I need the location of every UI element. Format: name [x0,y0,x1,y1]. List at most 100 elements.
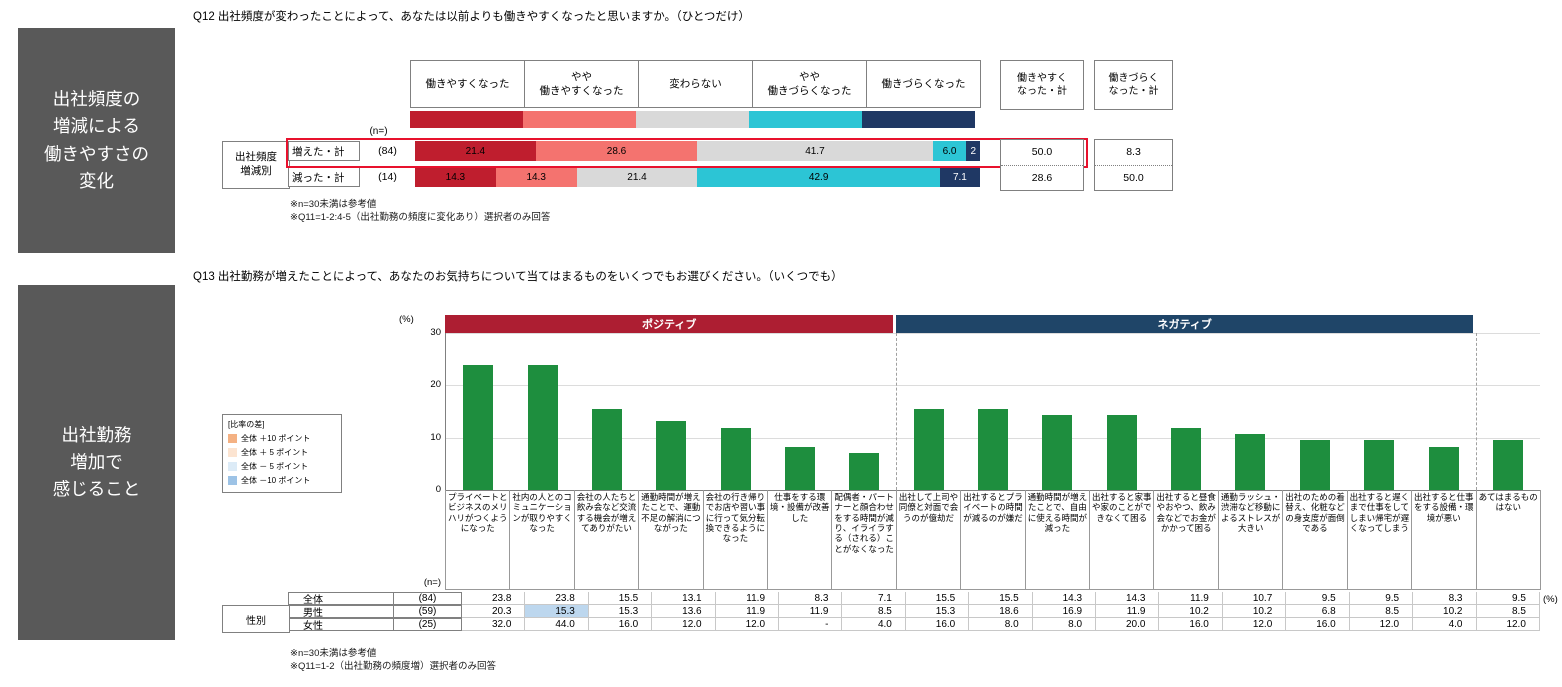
q13-bar-column [1025,333,1089,490]
q12-harder-total-values: 8.3 50.0 [1094,139,1173,191]
q13-n-header: (n=) [423,577,441,588]
q12-bar-segment: 21.4 [415,141,536,161]
q13-table-value: 8.0 [1032,618,1097,631]
legend-swatch [228,434,237,443]
dashed-separator [896,333,898,490]
q13-table-value: 13.6 [652,605,716,618]
q13-table-value: 12.0 [1349,618,1414,631]
q13-table-row-n: (84) [394,592,462,605]
legend-swatch [228,476,237,485]
q12-bar-segment: 42.9 [697,167,940,187]
q13-table-value: 16.9 [1032,605,1097,618]
q12-row-label: 増えた・計 [288,141,360,161]
q13-bar [656,421,687,490]
q13-bar-column [510,333,574,490]
q13-bar [1235,434,1266,490]
q13-table-value: 6.8 [1286,605,1350,618]
q13-table-row-n: (25) [394,618,462,631]
q13-bar-column [768,333,832,490]
q13-table-row-n: (59) [394,605,462,618]
q13-category-label: 配偶者・パートナーと顔合わせをする時間が減り、イライラする（される）ことがなくな… [832,490,897,590]
q13-table-value: 23.8 [525,592,589,605]
y-axis-unit-label: (%) [399,314,414,325]
q13-chart: ポジティブ ネガティブ (%) 30 20 10 0 [399,314,1540,495]
q13-table-value: 12.0 [715,618,780,631]
q13-table-value: 18.6 [969,605,1033,618]
q13-table-value: 7.1 [842,592,906,605]
q13-table-value: 12.0 [1222,618,1287,631]
q12-harder-total-value: 8.3 [1126,146,1141,159]
q13-table-value: 8.5 [842,605,906,618]
q13-category-label: 出社すると家事や家のことができなくて困る [1090,490,1155,590]
q13-bar-column [703,333,767,490]
q13-category-label: 出社すると仕事をする設備・環境が悪い [1412,490,1477,590]
q13-band-filler [1476,315,1540,333]
q13-table-value: 15.5 [969,592,1033,605]
legend-item-label: 全体 ＋ 5 ポイント [241,448,309,457]
q13-table-value: 14.3 [1096,592,1160,605]
q13-bar-column [1090,333,1154,490]
q13-table-row: 男性 (59) 20.3 15.3 15.3 13.6 11.9 11.9 8.5 15.3 18.… [222,605,1540,619]
q12-column-header: 働きやすくなった [410,60,525,108]
q13-category-row: プライベートとビジネスのメリハリがつくようになった 社内の人とのコミュニケーション… [445,490,1541,590]
q13-category-label: 通勤時間が増えたことで、運動不足の解消につながった [639,490,704,590]
dashed-separator [1475,333,1477,490]
q13-table-value: 4.0 [842,618,906,631]
y-axis-tick-label: 10 [430,431,441,443]
q13-table-value: 15.5 [905,592,970,605]
q13-table-value: 8.3 [779,592,843,605]
legend-item: 全体 ＋ 5 ポイント [228,447,336,458]
q12-harder-total-value: 50.0 [1095,164,1172,191]
legend-item: 全体 － 5 ポイント [228,461,336,472]
legend-items: 全体 ＋10 ポイント全体 ＋ 5 ポイント全体 － 5 ポイント全体 －10 … [228,433,336,486]
q13-table-value: 4.0 [1413,618,1477,631]
q12-question-title: Q12 出社頻度が変わったことによって、あなたは以前よりも働きやすくなったと思い… [193,11,750,23]
q13-table-value: 10.2 [1222,605,1287,618]
q13-table-value: 13.1 [652,592,716,605]
q13-bar-column [1411,333,1475,490]
q13-table-value: 8.5 [1349,605,1414,618]
q13-table-value: 12.0 [1476,618,1540,631]
legend-item-label: 全体 －10 ポイント [241,476,311,485]
q13-diff-legend: [比率の差] 全体 ＋10 ポイント 全体 ＋ 5 ポイント 全体 － 5 ポイント… [222,414,342,493]
gridline [446,333,1540,334]
q13-bar-column [1283,333,1347,490]
q12-bar-segment: 14.3 [415,167,496,187]
legend-item: 全体 ＋10 ポイント [228,433,336,444]
q12-strip-segment [523,111,636,128]
q12-bar-segment: 2 [966,141,980,161]
q12-strip-segment [410,111,523,128]
q13-category-label: 出社のための着替え、化粧などの身支度が面倒である [1283,490,1348,590]
q13-table-row: 女性 (25) 32.0 44.0 16.0 12.0 12.0-4.0 16.0 8.0 8.0… [222,618,1540,632]
y-axis-tick-label: 0 [435,484,441,495]
q13-note-2: ※Q11=1-2（出社勤務の頻度増）選択者のみ回答 [290,661,496,672]
q13-table-value: 15.3 [588,605,653,618]
q13-bar [849,452,880,490]
q13-bar-column [1347,333,1411,490]
q13-bar [1106,415,1137,490]
q12-column-headers: 働きやすくなった やや 働きやすくなった 変わらない やや 働きづらくなった 働きづらく… [410,60,981,108]
q13-table-row-name: 女性 [288,618,394,632]
q13-percent-label: (%) [1543,594,1558,605]
q13-bar [1364,440,1395,490]
q13-table-value: 8.3 [1413,592,1477,605]
q13-bar [463,365,494,490]
q13-table-value: 11.9 [715,605,780,618]
q13-table-value: 14.3 [1032,592,1097,605]
q12-bar-segment: 6.0 [932,141,967,161]
gridline [446,385,1540,387]
q12-bar-segment: 21.4 [576,167,698,187]
q12-bar-segment: 7.1 [939,167,980,187]
q12-bar-segment: 28.6 [535,141,698,161]
q13-table-value: 15.3 [905,605,970,618]
q13-table-value: 11.9 [779,605,843,618]
q13-bar-column [897,333,961,490]
q12-easier-total-value: 50.0 [1031,146,1053,159]
q12-row-label: 減った・計 [288,167,360,187]
q13-side-panel: 出社勤務 増加で 感じること [18,285,175,640]
legend-swatch [228,448,237,457]
q12-row-n: (14) [378,171,397,183]
q13-bar-column [575,333,639,490]
y-axis-tick-label: 20 [430,379,441,391]
q13-category-label: 社内の人とのコミュニケーションが取りやすくなった [510,490,575,590]
